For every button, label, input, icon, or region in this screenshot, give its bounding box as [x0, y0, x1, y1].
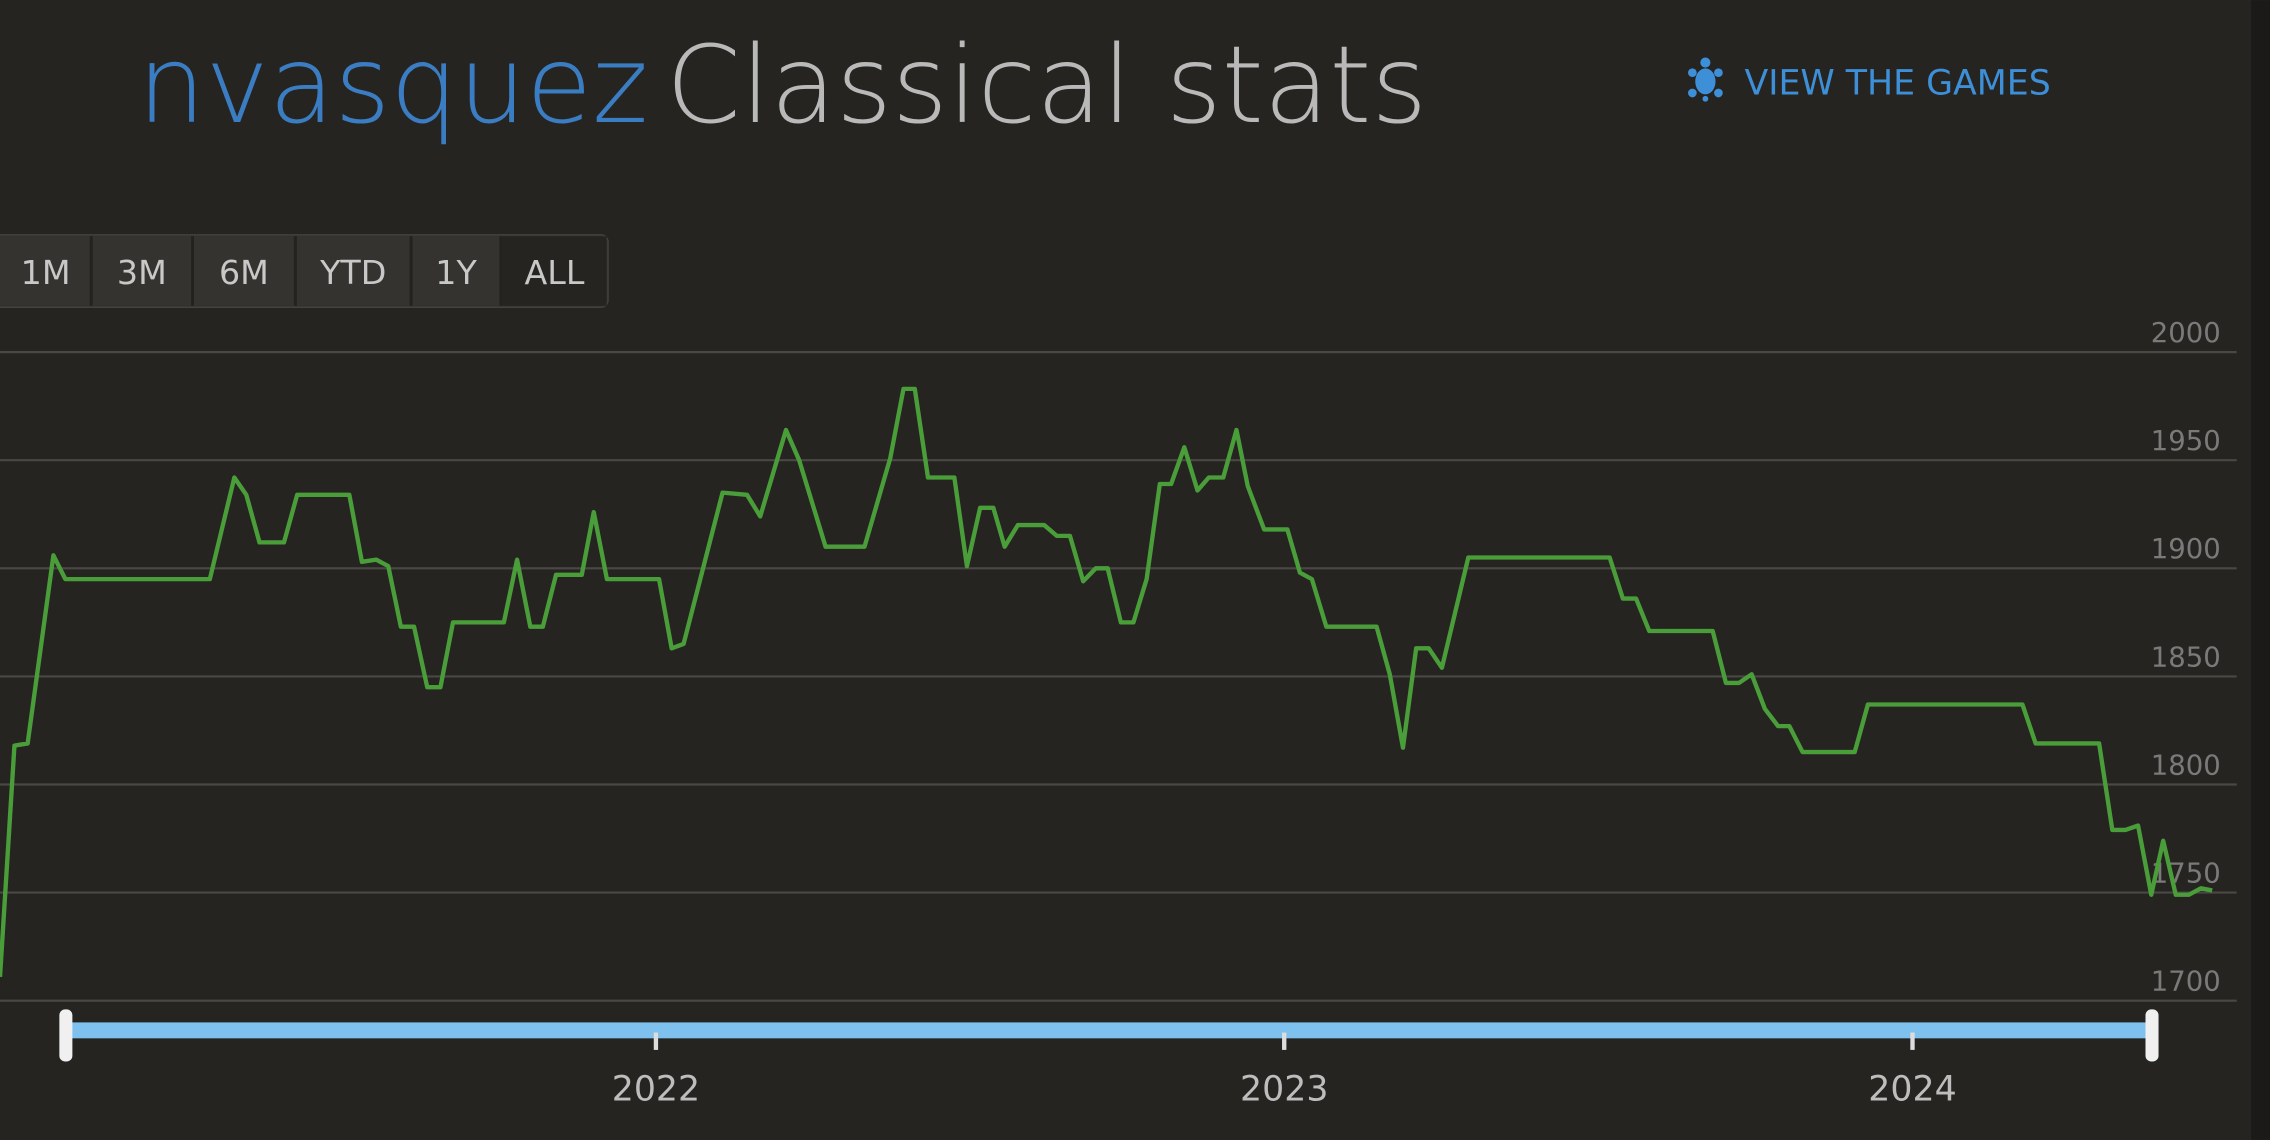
- range-button-label[interactable]: YTD: [319, 253, 386, 292]
- rating-line: [0, 386, 2213, 978]
- navigator-range[interactable]: [65, 1022, 2153, 1039]
- y-tick-label: 1800: [2151, 749, 2221, 781]
- range-button-label[interactable]: 6M: [219, 253, 269, 292]
- range-button-label[interactable]: 3M: [117, 253, 167, 292]
- x-axis: 2022 2023 2024: [612, 1032, 1957, 1110]
- range-button[interactable]: 6M: [191, 236, 294, 306]
- navigator-handle-right[interactable]: [2145, 1009, 2159, 1062]
- turtle-icon: [1688, 57, 1723, 102]
- plot: 1700 1750 1800 1850 1900 1950 2000: [0, 317, 2237, 1002]
- range-button-label[interactable]: ALL: [525, 253, 585, 292]
- page-edge: [2251, 0, 2270, 1140]
- range-button-label[interactable]: 1M: [21, 253, 71, 292]
- range-button[interactable]: ALL: [499, 236, 607, 306]
- navigator-handle-left[interactable]: [59, 1009, 73, 1062]
- range-button-bg[interactable]: [193, 236, 294, 306]
- range-button-bg[interactable]: [296, 236, 410, 306]
- x-tick-label: 2023: [1240, 1070, 1328, 1110]
- x-tick-label: 2022: [612, 1070, 700, 1110]
- navigator: [59, 1009, 2159, 1062]
- range-button-bg[interactable]: [92, 236, 192, 306]
- range-button[interactable]: YTD: [293, 236, 410, 306]
- range-button-label[interactable]: 1Y: [435, 253, 477, 292]
- y-tick-label: 1700: [2151, 966, 2221, 998]
- y-tick-label: 2000: [2151, 317, 2221, 349]
- y-tick-label: 1950: [2151, 425, 2221, 457]
- range-buttons: 1M 3M 6M YTD 1Y ALL: [0, 234, 609, 308]
- view-games-link[interactable]: VIEW THE GAMES: [1688, 57, 2051, 104]
- range-button-bg[interactable]: [0, 236, 90, 306]
- range-button-bg[interactable]: [412, 236, 500, 306]
- y-tick-label: 1900: [2151, 533, 2221, 565]
- range-button[interactable]: 1Y: [409, 236, 500, 306]
- range-button-bg[interactable]: [502, 236, 607, 306]
- range-button[interactable]: 1M: [0, 236, 90, 306]
- range-button[interactable]: 3M: [89, 236, 192, 306]
- username[interactable]: nvasquez: [138, 24, 649, 148]
- x-tick-label: 2024: [1868, 1070, 1956, 1110]
- page-title: Classical stats: [666, 24, 1427, 148]
- view-games-text[interactable]: VIEW THE GAMES: [1744, 63, 2050, 103]
- y-tick-label: 1850: [2151, 641, 2221, 673]
- y-tick-label: 1750: [2151, 857, 2221, 889]
